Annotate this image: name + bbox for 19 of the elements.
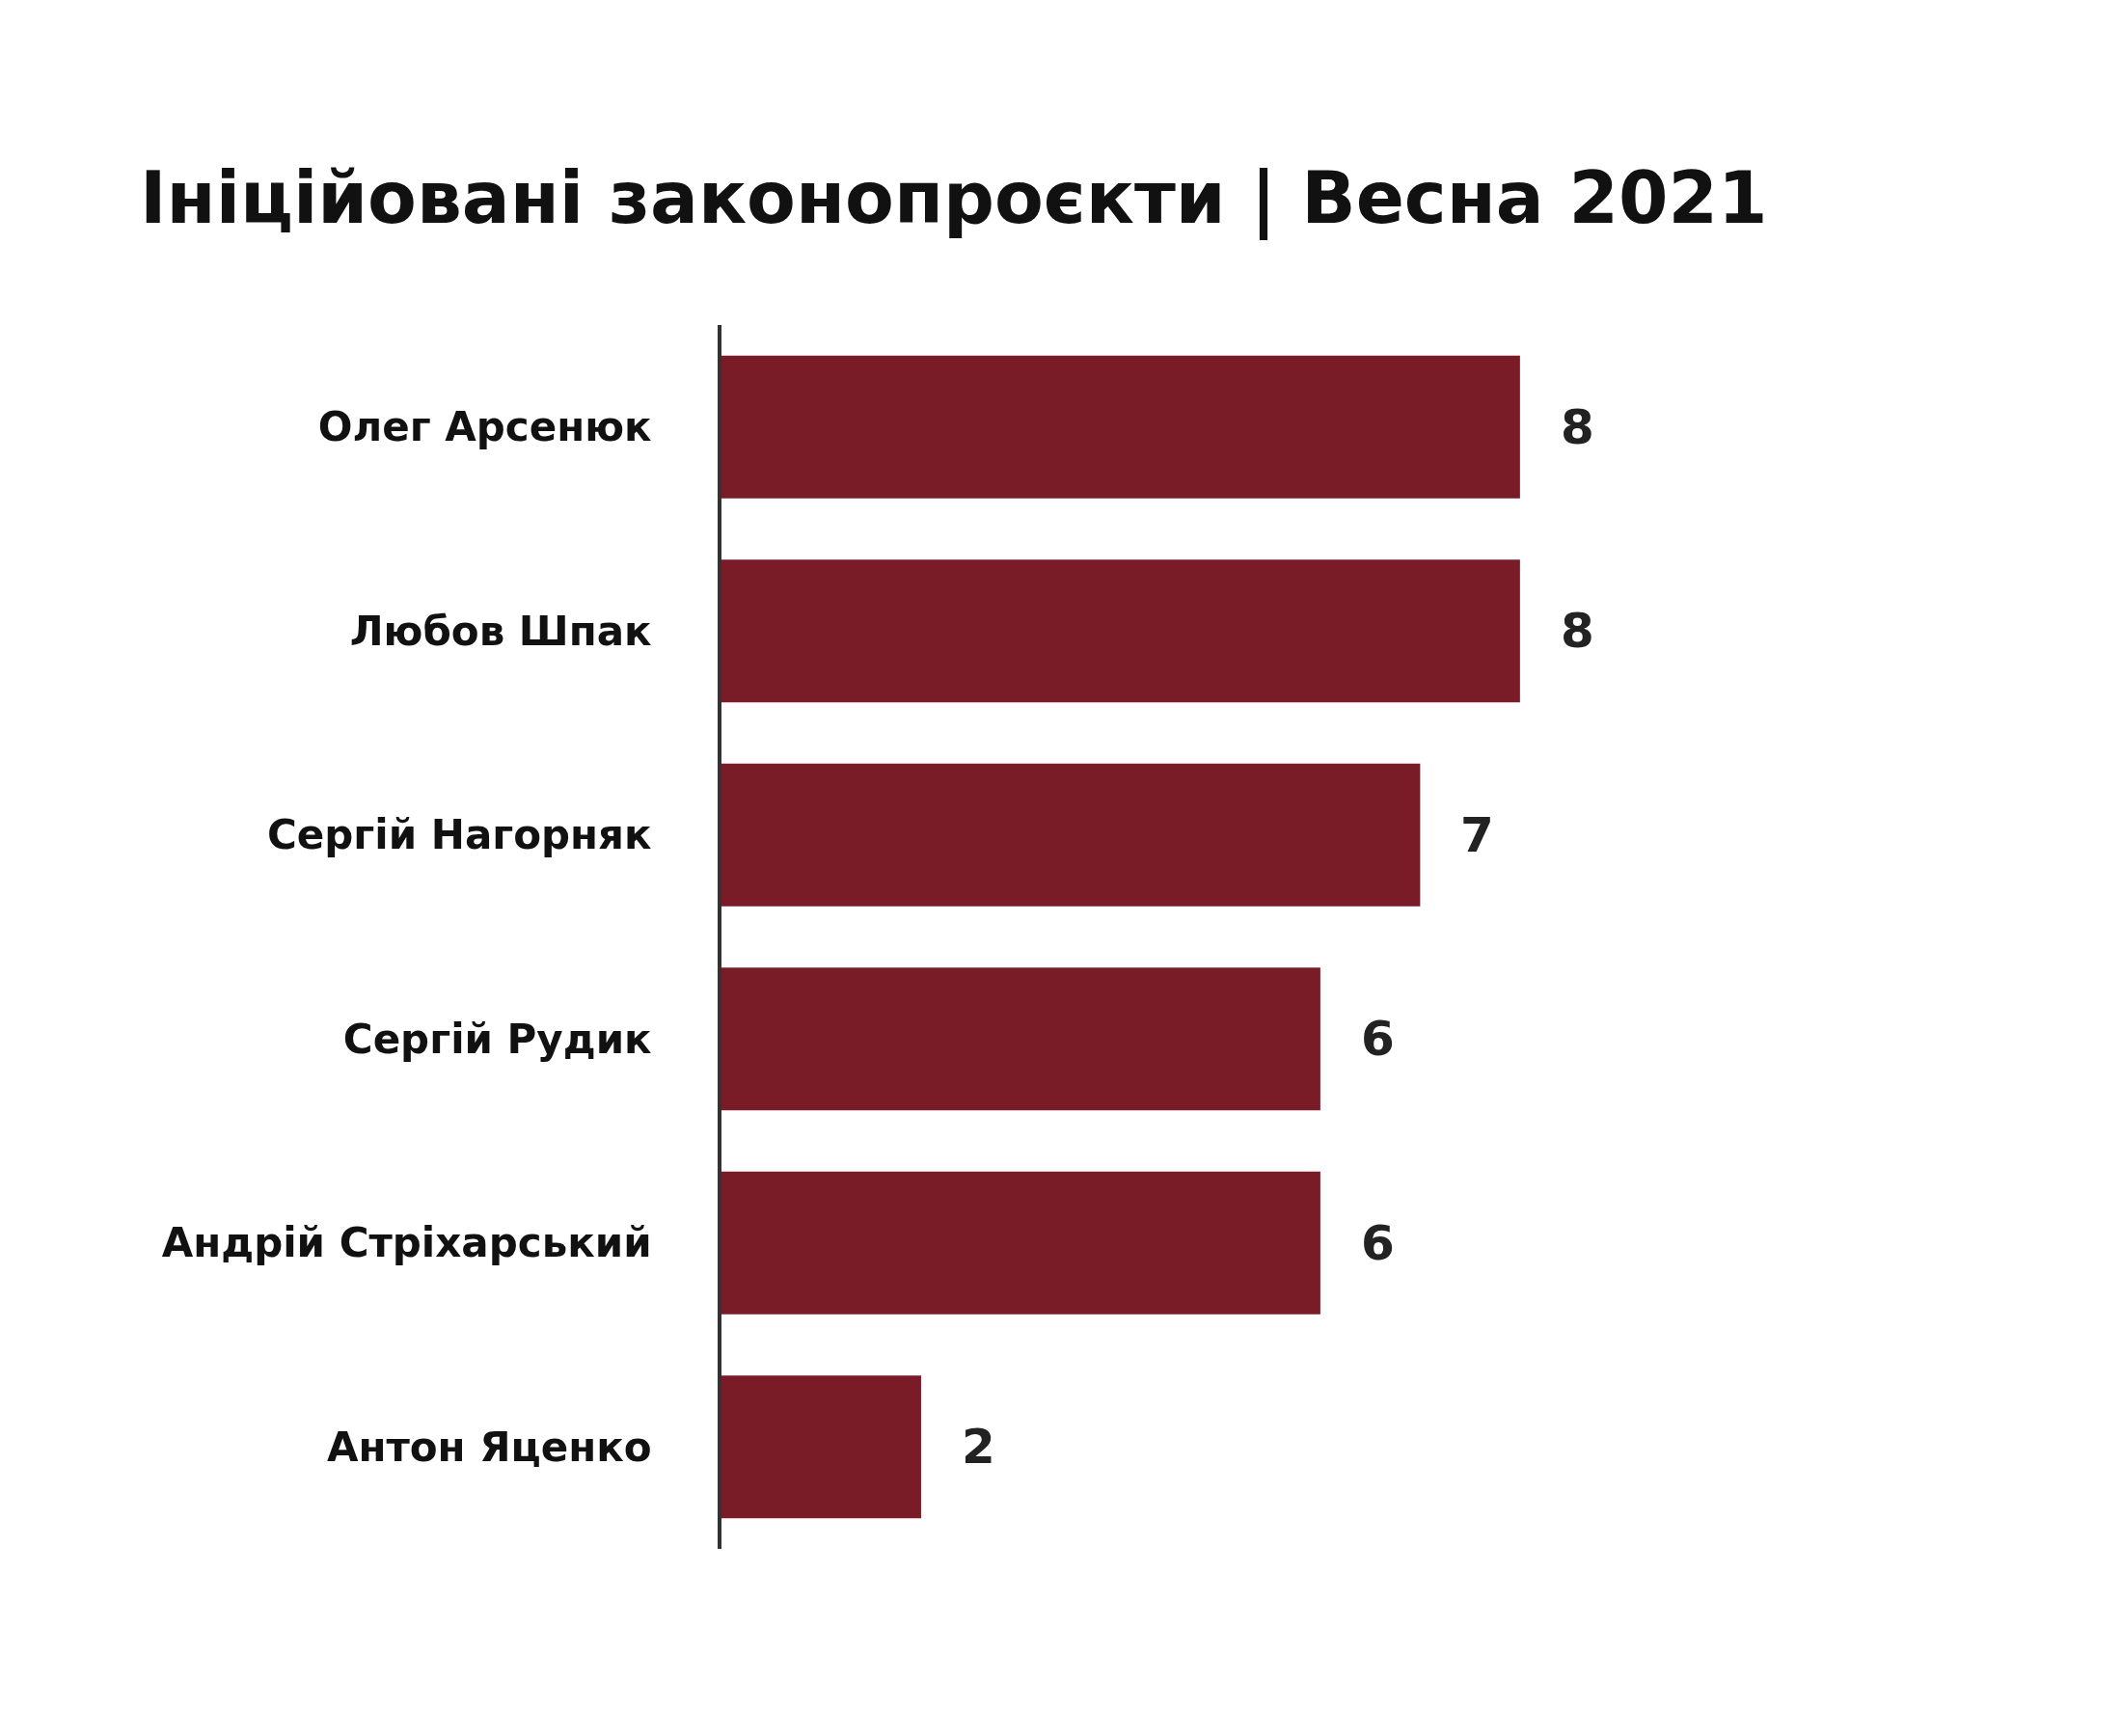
data-label: 6 — [1361, 1215, 1395, 1271]
bar — [721, 355, 1520, 499]
y-tick-label: Сергій Рудик — [342, 1015, 652, 1063]
y-tick-label: Олег Арсенюк — [317, 403, 652, 451]
bar — [721, 763, 1421, 907]
y-tick-label: Любов Шпак — [349, 607, 652, 655]
chart-title: Ініційовані законопроєкти | Весна 2021 — [140, 155, 1768, 240]
data-label: 7 — [1460, 807, 1494, 863]
bar — [721, 1171, 1320, 1315]
y-tick-label: Сергій Нагорняк — [266, 811, 652, 859]
bar — [721, 559, 1520, 703]
data-label: 8 — [1561, 603, 1594, 659]
data-label: 2 — [962, 1419, 995, 1475]
y-tick-label: Андрій Стріхарський — [161, 1219, 652, 1267]
data-label: 8 — [1561, 399, 1594, 455]
data-label: 6 — [1361, 1011, 1395, 1067]
y-tick-label: Антон Яценко — [326, 1423, 652, 1471]
bar — [721, 1375, 921, 1519]
bar — [721, 967, 1320, 1111]
